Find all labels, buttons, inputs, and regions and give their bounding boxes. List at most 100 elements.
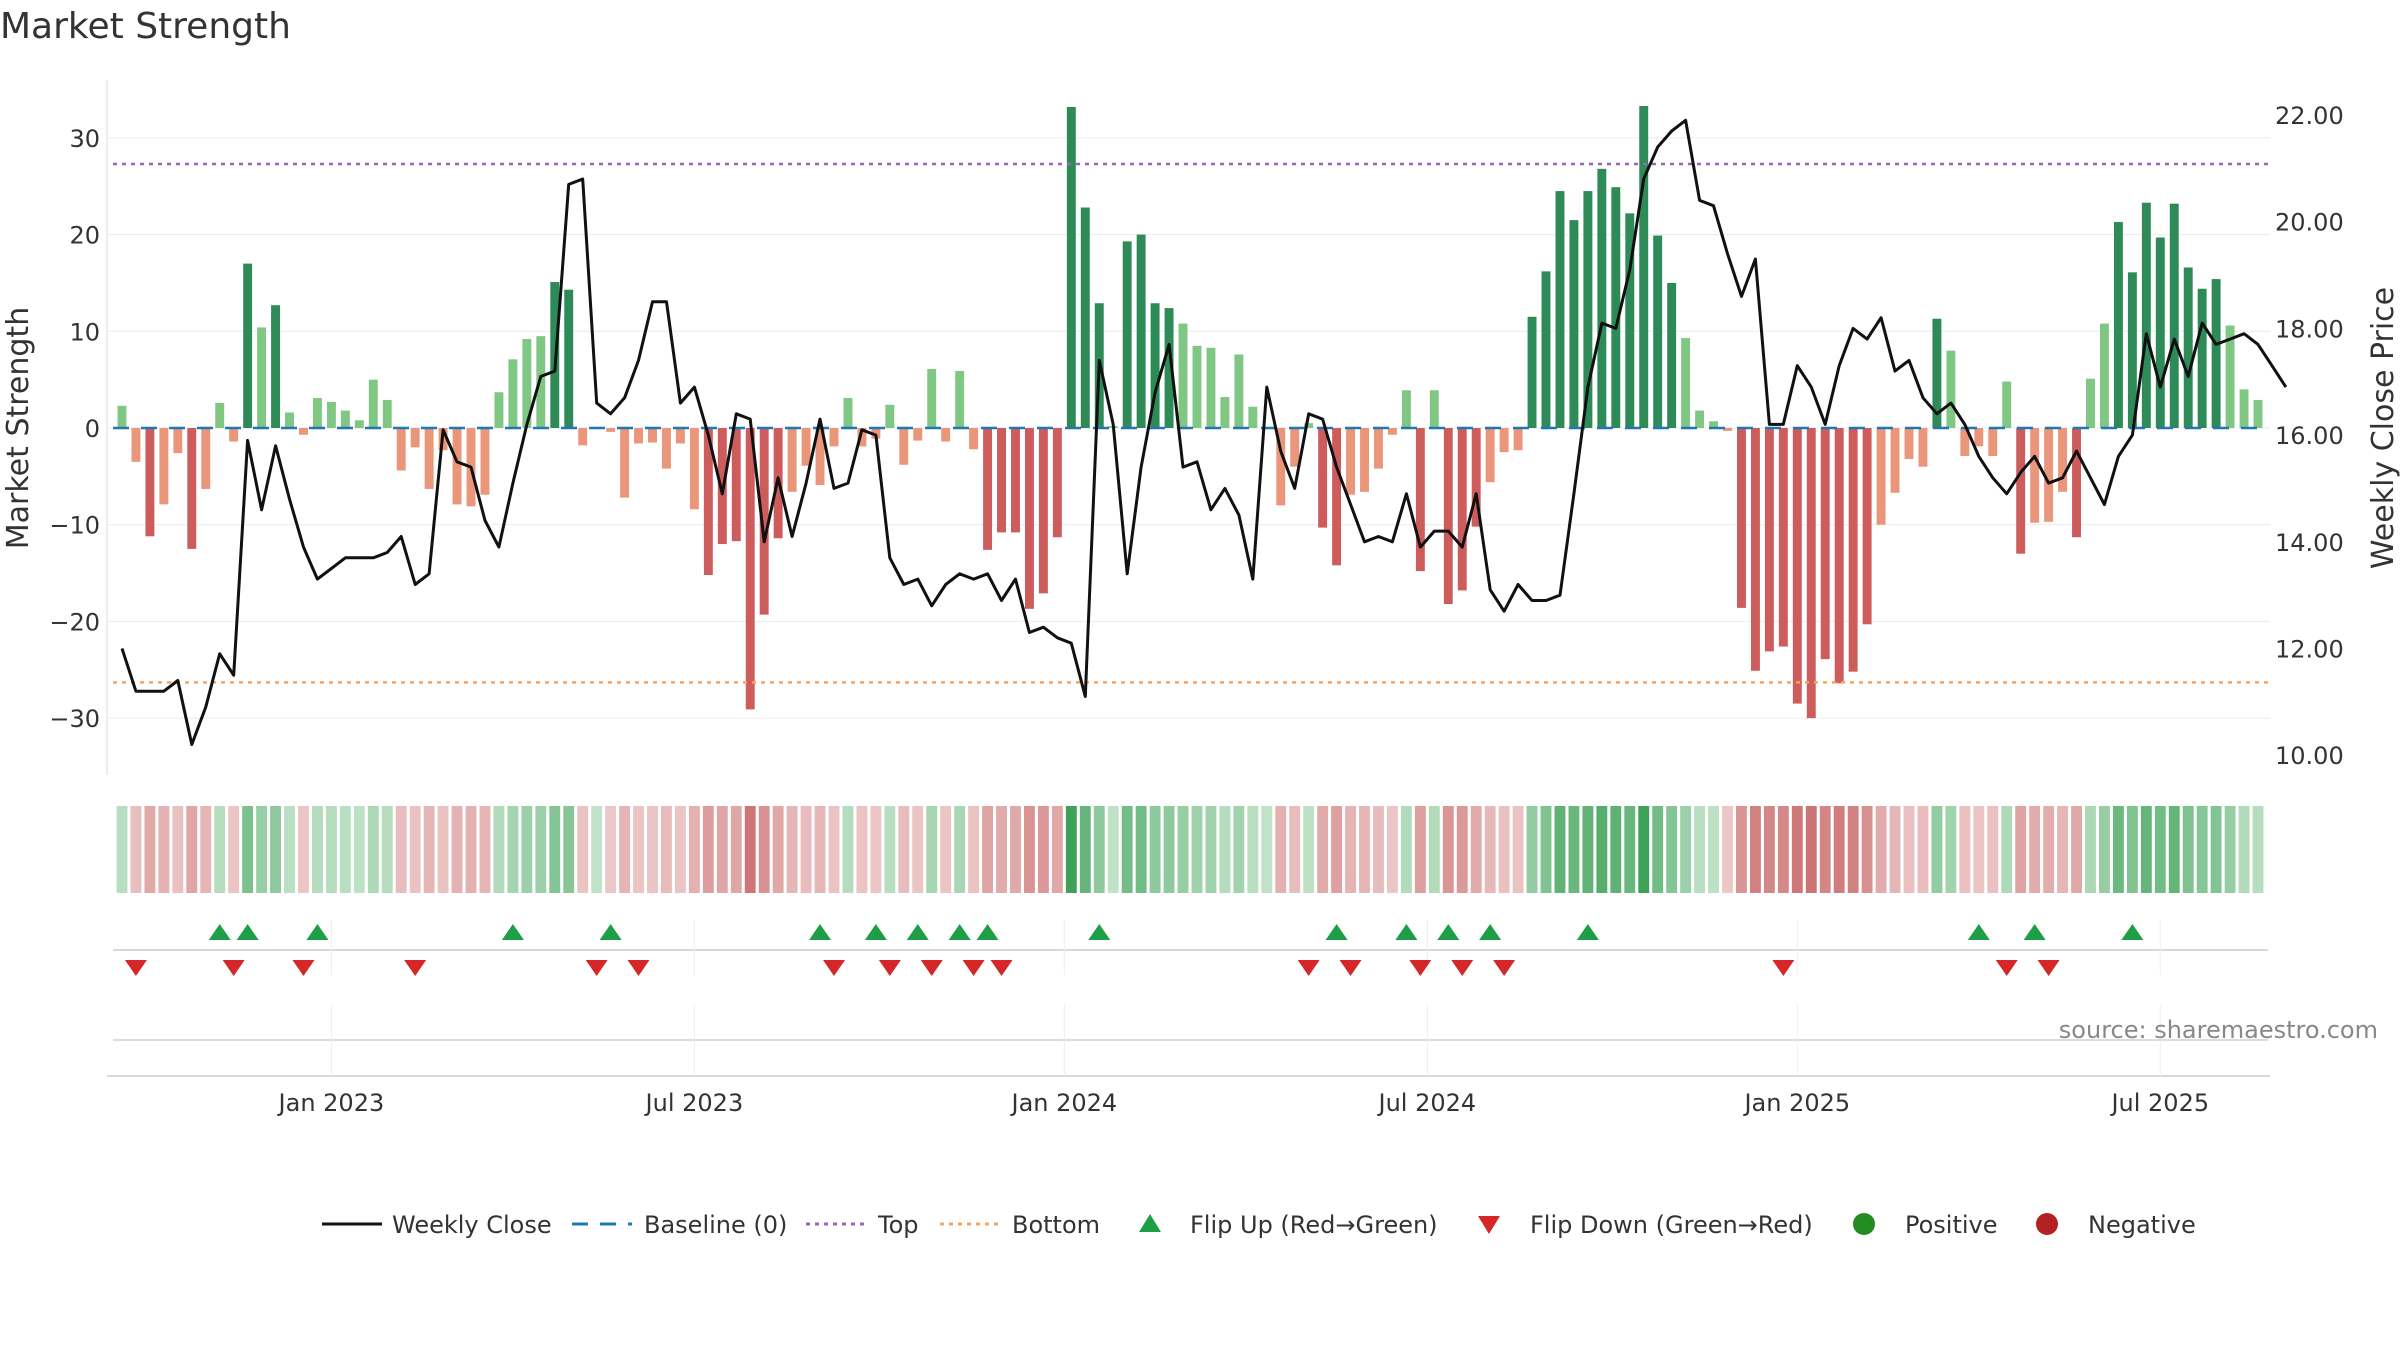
strength-bar: [1876, 428, 1886, 525]
strength-bar: [2058, 428, 2068, 492]
heat-cell: [1484, 806, 1496, 893]
heat-cell: [1903, 806, 1915, 893]
heat-cell: [1596, 806, 1608, 893]
strength-bar: [1792, 428, 1802, 704]
heat-cell: [647, 806, 658, 893]
strength-bar: [2141, 202, 2151, 428]
heat-cell: [1847, 806, 1859, 893]
heat-cell: [758, 806, 770, 893]
heat-cell: [1526, 806, 1538, 893]
strength-bar: [340, 410, 350, 428]
heat-cell: [1107, 806, 1119, 893]
strength-bar: [522, 339, 532, 428]
strength-bar: [1080, 207, 1090, 428]
heat-cell: [144, 806, 156, 893]
strength-bar: [1066, 106, 1076, 429]
heat-cell: [256, 806, 268, 893]
strength-bar: [1653, 235, 1663, 428]
strength-bar: [1429, 390, 1439, 428]
heat-cell: [856, 806, 868, 893]
legend-negative-dot: [2036, 1213, 2058, 1235]
strength-bar: [941, 428, 951, 442]
flip-down-marker: [1339, 960, 1362, 976]
heat-cell: [1261, 806, 1273, 893]
heat-cell: [2224, 806, 2236, 893]
heat-cell: [1219, 806, 1231, 893]
heat-cell: [214, 806, 226, 893]
flip-down-marker: [2037, 960, 2060, 976]
heat-cell: [1345, 806, 1356, 893]
strength-bar: [1374, 428, 1383, 469]
strength-bar: [1415, 428, 1425, 572]
strength-bar: [243, 263, 253, 428]
flip-up-marker: [2121, 924, 2144, 940]
strength-bar: [1667, 282, 1677, 428]
heat-cell: [1373, 806, 1384, 893]
strength-bar: [1150, 303, 1160, 428]
heat-cell: [2001, 806, 2013, 893]
heat-cell: [1079, 806, 1091, 893]
flip-down-marker: [962, 960, 985, 976]
legend-flip-down-label: Flip Down (Green→Red): [1530, 1211, 1813, 1239]
heat-cell: [661, 806, 672, 893]
strength-bar: [131, 428, 141, 462]
strength-bar: [899, 428, 909, 465]
legend-flip-down-icon: [1478, 1216, 1500, 1234]
strength-bar: [1401, 390, 1411, 428]
strength-bar: [2072, 428, 2081, 538]
heat-cell: [2182, 806, 2194, 893]
flip-down-marker: [627, 960, 650, 976]
strength-bar: [1834, 428, 1844, 684]
y2-tick-label: 10.00: [2275, 742, 2344, 770]
strength-bar: [1625, 213, 1635, 428]
heat-cell: [1624, 806, 1636, 893]
strength-bar: [1332, 428, 1342, 566]
strength-bar: [396, 428, 406, 471]
heat-cell: [716, 806, 728, 893]
heat-cell: [772, 806, 784, 893]
strength-bar: [1569, 220, 1579, 428]
heat-cell: [1791, 806, 1803, 893]
strength-bar: [215, 402, 225, 428]
strength-bar: [257, 327, 267, 428]
heat-cell: [1708, 806, 1719, 893]
strength-bar: [2044, 428, 2054, 522]
strength-bar: [187, 428, 197, 549]
legend: Weekly Close Baseline (0) Top Bottom Fli…: [322, 1211, 2196, 1239]
strength-bar: [508, 359, 518, 428]
x-tick-label: Jan 2025: [1742, 1089, 1850, 1117]
heat-cell: [1638, 806, 1650, 893]
legend-baseline-label: Baseline (0): [644, 1211, 787, 1239]
heat-cell: [1191, 806, 1203, 893]
strength-bar: [1290, 428, 1300, 467]
flip-down-marker: [920, 960, 943, 976]
heat-cell: [172, 806, 184, 893]
strength-bar: [801, 428, 811, 466]
heat-cell: [2099, 806, 2110, 893]
heat-cell: [1540, 806, 1552, 893]
strength-bar: [312, 398, 322, 428]
flip-up-marker: [208, 924, 231, 940]
y2-tick-label: 16.00: [2275, 422, 2344, 450]
heat-cell: [1051, 806, 1063, 893]
x-tick-label: Jan 2023: [277, 1089, 385, 1117]
heat-cell: [1317, 806, 1329, 893]
heat-cell: [130, 806, 142, 893]
heat-cell: [2210, 806, 2222, 893]
strength-bar: [1723, 428, 1732, 431]
heat-cell: [2112, 806, 2124, 893]
strength-bar: [1206, 347, 1216, 428]
heat-cell: [577, 806, 589, 893]
heat-cell: [1945, 806, 1957, 893]
strength-bar: [1024, 428, 1034, 609]
heat-cell: [1135, 806, 1147, 893]
strength-bar: [829, 428, 839, 447]
heat-cell: [311, 806, 323, 893]
strength-bar: [1346, 428, 1356, 495]
legend-flip-up-label: Flip Up (Red→Green): [1190, 1211, 1438, 1239]
heat-cell: [1889, 806, 1901, 893]
legend-close-label: Weekly Close: [392, 1211, 552, 1239]
strength-bar: [606, 428, 616, 432]
heat-cell: [1163, 806, 1175, 893]
heat-cell: [409, 806, 421, 893]
